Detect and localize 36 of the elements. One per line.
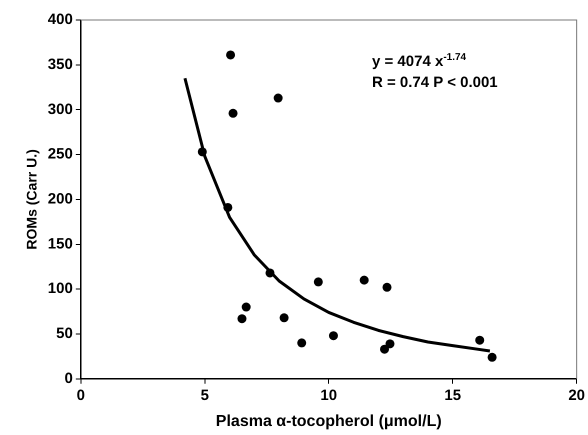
point bbox=[297, 338, 306, 348]
point bbox=[237, 314, 246, 324]
point bbox=[242, 302, 251, 312]
y-tick-label: 250 bbox=[48, 146, 73, 163]
y-tick-label: 100 bbox=[48, 280, 73, 298]
point bbox=[226, 50, 236, 60]
y-tick-label: 200 bbox=[48, 190, 73, 208]
point bbox=[380, 344, 390, 354]
x-axis-title: Plasma α-tocopherol (μmol/L) bbox=[216, 412, 442, 430]
x-tick-label: 0 bbox=[76, 386, 85, 404]
point bbox=[274, 94, 283, 103]
x-tick-label: 20 bbox=[568, 386, 585, 404]
annotation: y = 4074 x$^{-1.74}$ bbox=[372, 52, 466, 70]
y-tick-label: 350 bbox=[48, 56, 73, 73]
x-tick-label: 10 bbox=[320, 386, 338, 404]
point bbox=[382, 282, 392, 292]
annotation: R = 0.74 P < 0.001 bbox=[372, 74, 498, 91]
y-tick-label: 150 bbox=[48, 235, 73, 252]
y-tick-label: 400 bbox=[48, 11, 73, 28]
point bbox=[223, 202, 232, 212]
point bbox=[280, 313, 289, 322]
point bbox=[328, 331, 338, 340]
point bbox=[228, 108, 238, 118]
y-tick-label: 0 bbox=[64, 370, 73, 387]
point bbox=[314, 277, 323, 286]
point bbox=[198, 147, 207, 156]
point bbox=[385, 339, 394, 348]
point bbox=[265, 268, 274, 278]
point bbox=[488, 352, 497, 362]
y-tick-label: 50 bbox=[56, 325, 73, 342]
x-tick-label: 5 bbox=[200, 386, 209, 404]
point bbox=[360, 276, 369, 285]
x-tick-label: 15 bbox=[444, 386, 462, 404]
y-tick-label: 300 bbox=[48, 100, 73, 118]
point bbox=[475, 336, 484, 345]
y-axis-title: ROMs (Carr U.) bbox=[23, 149, 40, 250]
